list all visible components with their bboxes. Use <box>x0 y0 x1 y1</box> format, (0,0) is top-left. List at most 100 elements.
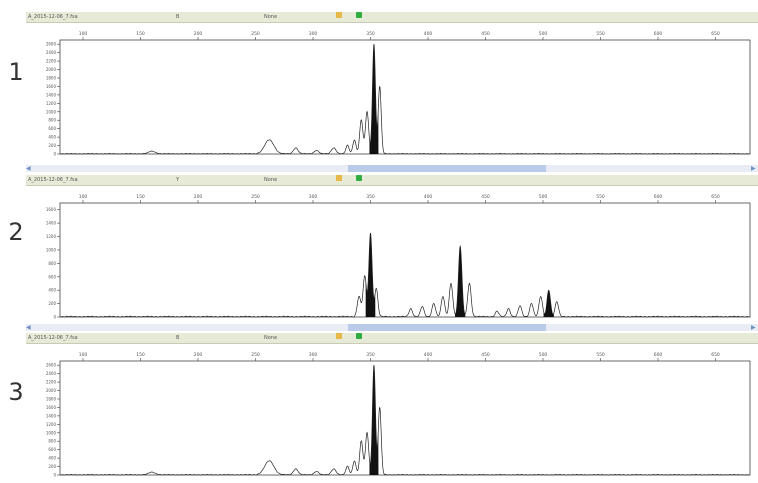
y-tick-label: 1600 <box>46 84 57 89</box>
x-tick-label: 200 <box>194 352 203 358</box>
dye-label: B <box>176 14 180 20</box>
x-tick-label: 550 <box>596 352 605 358</box>
ok-icon[interactable] <box>356 333 362 339</box>
y-tick-label: 1600 <box>46 207 57 212</box>
y-tick-label: 2200 <box>46 380 57 385</box>
x-tick-label: 550 <box>596 31 605 37</box>
y-tick-label: 2400 <box>46 50 57 55</box>
trace-chart[interactable]: 100 150 200 250 300 350 400 450 500 550 600 650 2600… <box>36 26 754 158</box>
y-tick-label: 0 <box>53 152 56 157</box>
x-tick-label: 250 <box>251 194 260 200</box>
y-tick-label: 1400 <box>46 413 57 418</box>
trace-line <box>59 232 751 318</box>
plot-area[interactable]: 100 150 200 250 300 350 400 450 500 550 600 650 2600… <box>36 347 754 478</box>
y-tick-label: 2000 <box>46 388 57 393</box>
panel-header: A_2015-12-06_7.fsa Y None <box>26 175 758 186</box>
x-tick-label: 150 <box>136 352 145 358</box>
y-tick-label: 600 <box>48 274 56 279</box>
sample-name: A_2015-12-06_7.fsa <box>28 177 78 183</box>
called-peak <box>365 232 376 317</box>
plot-area[interactable]: 100 150 200 250 300 350 400 450 500 550 600 650 2600… <box>36 26 754 158</box>
warning-icon[interactable] <box>336 12 342 18</box>
y-tick-label: 1200 <box>46 101 57 106</box>
sample-name: A_2015-12-06_7.fsa <box>28 335 78 341</box>
plot-frame <box>59 360 751 476</box>
status-label: None <box>264 335 278 341</box>
scroll-thumb[interactable] <box>348 165 546 172</box>
y-tick-label: 200 <box>48 301 56 306</box>
y-tick-label: 200 <box>48 464 56 469</box>
electropherogram-panel-2: A_2015-12-06_7.fsa Y None 100 150 200 250 30… <box>26 175 758 335</box>
x-tick-label: 200 <box>194 31 203 37</box>
x-tick-label: 100 <box>79 194 88 200</box>
panel-header: A_2015-12-06_7.fsa B None <box>26 333 758 344</box>
y-tick-label: 600 <box>48 447 56 452</box>
x-tick-label: 600 <box>654 352 663 358</box>
horizontal-scrollbar[interactable]: ◀ ▶ <box>26 165 758 172</box>
x-tick-label: 350 <box>366 194 375 200</box>
y-tick-label: 400 <box>48 456 56 461</box>
x-tick-label: 400 <box>424 352 433 358</box>
lane-number-3: 3 <box>8 378 24 406</box>
scroll-left-icon[interactable]: ◀ <box>26 165 31 172</box>
trace-line <box>59 44 751 155</box>
y-tick-label: 1000 <box>46 247 57 252</box>
x-tick-label: 500 <box>539 194 548 200</box>
electropherogram-panel-3: A_2015-12-06_7.fsa B None 100 150 200 250 30… <box>26 333 758 478</box>
y-tick-label: 1200 <box>46 234 57 239</box>
x-tick-label: 600 <box>654 31 663 37</box>
y-tick-label: 400 <box>48 288 56 293</box>
y-tick-label: 1000 <box>46 109 57 114</box>
y-tick-label: 1400 <box>46 221 57 226</box>
warning-icon[interactable] <box>336 175 342 181</box>
scroll-thumb[interactable] <box>348 324 546 331</box>
x-tick-label: 300 <box>309 31 318 37</box>
scroll-right-icon[interactable]: ▶ <box>751 165 756 172</box>
x-tick-label: 650 <box>711 352 720 358</box>
lane-number-2: 2 <box>8 218 24 246</box>
plot-frame <box>59 202 751 318</box>
ok-icon[interactable] <box>356 175 362 181</box>
trace-chart[interactable]: 100 150 200 250 300 350 400 450 500 550 600 650 1600… <box>36 189 754 321</box>
y-tick-label: 1400 <box>46 92 57 97</box>
scroll-left-icon[interactable]: ◀ <box>26 324 31 331</box>
plot-area[interactable]: 100 150 200 250 300 350 400 450 500 550 600 650 1600… <box>36 189 754 321</box>
warning-icon[interactable] <box>336 333 342 339</box>
x-tick-label: 550 <box>596 194 605 200</box>
x-tick-label: 300 <box>309 194 318 200</box>
y-tick-label: 1600 <box>46 405 57 410</box>
x-tick-label: 650 <box>711 194 720 200</box>
x-tick-label: 500 <box>539 31 548 37</box>
scroll-right-icon[interactable]: ▶ <box>751 324 756 331</box>
y-tick-label: 400 <box>48 135 56 140</box>
plot-frame <box>59 39 751 155</box>
y-tick-label: 200 <box>48 143 56 148</box>
y-tick-label: 800 <box>48 439 56 444</box>
status-label: None <box>264 177 278 183</box>
y-tick-label: 600 <box>48 126 56 131</box>
x-tick-label: 650 <box>711 31 720 37</box>
panel-header: A_2015-12-06_7.fsa B None <box>26 12 758 23</box>
trace-chart[interactable]: 100 150 200 250 300 350 400 450 500 550 600 650 2600… <box>36 347 754 479</box>
x-tick-label: 450 <box>481 352 490 358</box>
x-tick-label: 150 <box>136 194 145 200</box>
y-tick-label: 1200 <box>46 422 57 427</box>
x-tick-label: 150 <box>136 31 145 37</box>
y-tick-label: 2200 <box>46 59 57 64</box>
y-tick-label: 2600 <box>46 42 57 47</box>
y-tick-label: 2000 <box>46 67 57 72</box>
horizontal-scrollbar[interactable]: ◀ ▶ <box>26 324 758 331</box>
x-tick-label: 400 <box>424 31 433 37</box>
y-tick-label: 1800 <box>46 76 57 81</box>
ok-icon[interactable] <box>356 12 362 18</box>
electropherogram-panel-1: A_2015-12-06_7.fsa B None 100 150 200 250 30… <box>26 12 758 174</box>
y-tick-label: 1800 <box>46 397 57 402</box>
y-tick-label: 0 <box>53 473 56 478</box>
x-tick-label: 400 <box>424 194 433 200</box>
x-tick-label: 100 <box>79 352 88 358</box>
x-tick-label: 500 <box>539 352 548 358</box>
x-tick-label: 200 <box>194 194 203 200</box>
x-tick-label: 350 <box>366 352 375 358</box>
y-tick-label: 2400 <box>46 371 57 376</box>
dye-label: B <box>176 335 180 341</box>
